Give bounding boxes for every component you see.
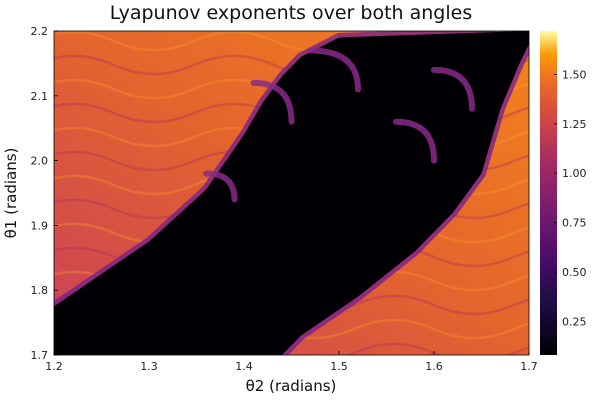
y-tick-label: 1.8 bbox=[31, 284, 49, 297]
x-tick-label: 1.2 bbox=[45, 360, 63, 373]
colorbar-tick-label: 0.75 bbox=[562, 217, 587, 230]
heatmap-tongue-structure bbox=[307, 47, 361, 93]
y-axis-label: θ1 (radians) bbox=[2, 148, 20, 239]
y-tick-label: 1.7 bbox=[31, 349, 49, 362]
y-tick-label: 2.2 bbox=[31, 25, 49, 38]
x-axis: 1.2 1.3 1.4 1.5 1.6 1.7 bbox=[45, 351, 538, 373]
colorbar: 0.25 0.50 0.75 1.00 1.25 1.50 bbox=[540, 31, 587, 355]
y-tick-label: 2.0 bbox=[31, 155, 49, 168]
plot-area bbox=[53, 30, 530, 356]
colorbar-tick-label: 1.00 bbox=[562, 167, 587, 180]
colorbar-gradient bbox=[540, 31, 557, 355]
heatmap-tongue-structure bbox=[393, 118, 437, 164]
y-axis: 1.7 1.8 1.9 2.0 2.1 2.2 bbox=[31, 25, 58, 362]
x-tick-label: 1.5 bbox=[330, 360, 348, 373]
chart-title: Lyapunov exponents over both angles bbox=[110, 2, 472, 24]
colorbar-tick-label: 0.25 bbox=[562, 315, 587, 328]
x-tick-label: 1.4 bbox=[235, 360, 253, 373]
heatmap-tongue-structure bbox=[431, 66, 475, 112]
y-tick-label: 1.9 bbox=[31, 219, 49, 232]
x-tick-label: 1.3 bbox=[140, 360, 158, 373]
y-tick-label: 2.1 bbox=[31, 90, 49, 103]
colorbar-tick-label: 1.25 bbox=[562, 118, 587, 131]
x-axis-label: θ2 (radians) bbox=[246, 377, 337, 395]
heatmap-tongue-structure bbox=[203, 170, 238, 203]
colorbar-tick-label: 1.50 bbox=[562, 68, 587, 81]
heatmap-tongue-structure bbox=[250, 79, 295, 125]
x-tick-label: 1.7 bbox=[520, 360, 538, 373]
plot-frame bbox=[53, 30, 530, 356]
colorbar-tick-label: 0.50 bbox=[562, 266, 587, 279]
x-tick-label: 1.6 bbox=[425, 360, 443, 373]
heatmap-low-region bbox=[54, 31, 529, 355]
